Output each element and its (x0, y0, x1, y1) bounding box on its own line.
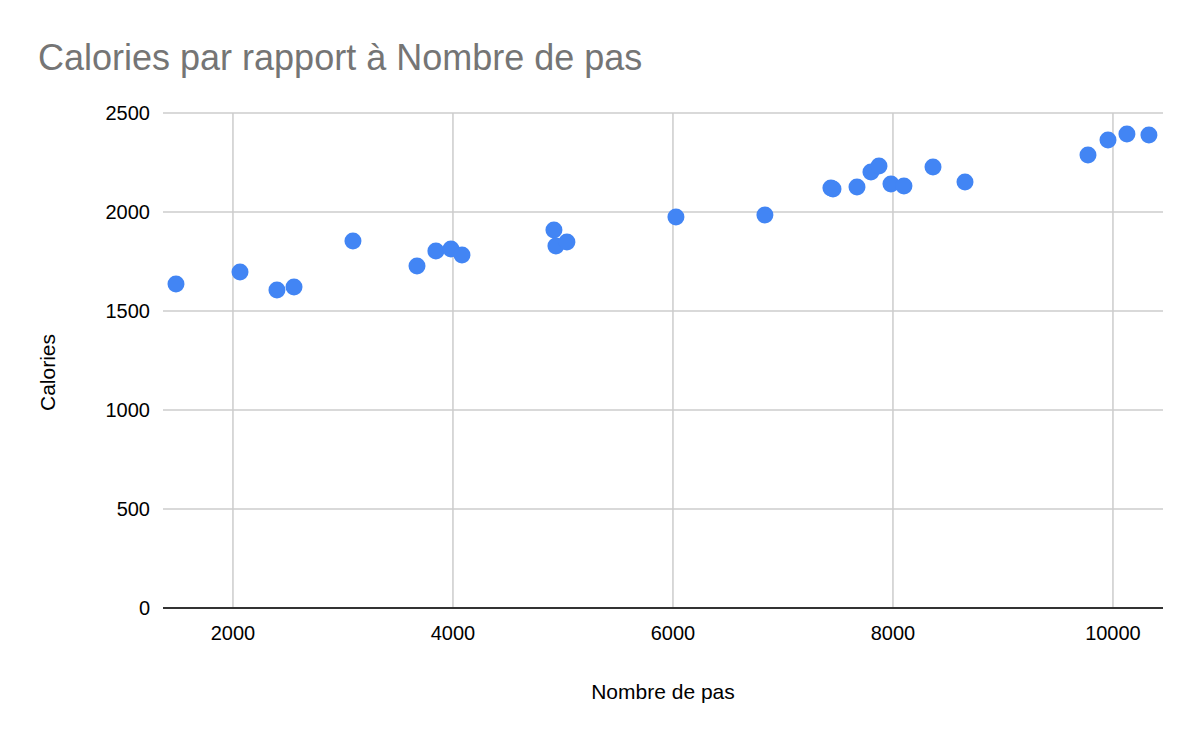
scatter-point (870, 158, 887, 175)
scatter-point (667, 208, 684, 225)
y-tick-label: 0 (139, 597, 150, 619)
scatter-point (756, 206, 773, 223)
scatter-point (286, 279, 303, 296)
x-grid-line (672, 113, 674, 608)
x-grid-line (452, 113, 454, 608)
y-tick-label: 500 (117, 498, 150, 520)
scatter-point (895, 178, 912, 195)
y-tick-label: 2000 (106, 201, 151, 223)
scatter-point (545, 222, 562, 239)
scatter-point (825, 181, 842, 198)
background (0, 0, 1200, 742)
x-tick-label: 6000 (651, 622, 696, 644)
scatter-point (957, 173, 974, 190)
scatter-point (1140, 126, 1157, 143)
scatter-point (344, 232, 361, 249)
scatter-point (268, 282, 285, 299)
y-grid-line (163, 607, 1163, 609)
y-tick-label: 2500 (106, 102, 151, 124)
x-tick-label: 8000 (871, 622, 916, 644)
y-tick-label: 1500 (106, 300, 151, 322)
y-axis-label: Calories (36, 334, 59, 411)
scatter-point (1079, 146, 1096, 163)
x-tick-label: 2000 (211, 622, 256, 644)
x-grid-line (232, 113, 234, 608)
grid (163, 113, 1163, 608)
scatter-point (848, 179, 865, 196)
scatter-point (427, 243, 444, 260)
chart-title: Calories par rapport à Nombre de pas (38, 37, 642, 78)
y-grid-line (163, 310, 1163, 312)
x-grid-line (1112, 113, 1114, 608)
y-grid-line (163, 112, 1163, 114)
scatter-point (1118, 125, 1135, 142)
chart-svg: Calories par rapport à Nombre de pas 0 500… (0, 0, 1200, 742)
x-axis-line (163, 607, 1163, 609)
y-grid-line (163, 409, 1163, 411)
y-grid-line (163, 211, 1163, 213)
scatter-point (231, 263, 248, 280)
x-axis-label: Nombre de pas (591, 680, 735, 703)
scatter-point (558, 234, 575, 251)
scatter-point (167, 276, 184, 293)
scatter-point (1100, 131, 1117, 148)
scatter-point (924, 159, 941, 176)
scatter-point (453, 246, 470, 263)
points (167, 125, 1157, 298)
chart-container: Calories par rapport à Nombre de pas 0 500… (0, 0, 1200, 742)
y-grid-line (163, 508, 1163, 510)
y-tick-label: 1000 (106, 399, 151, 421)
x-tick-label: 10000 (1085, 622, 1141, 644)
scatter-point (408, 258, 425, 275)
x-tick-label: 4000 (431, 622, 476, 644)
